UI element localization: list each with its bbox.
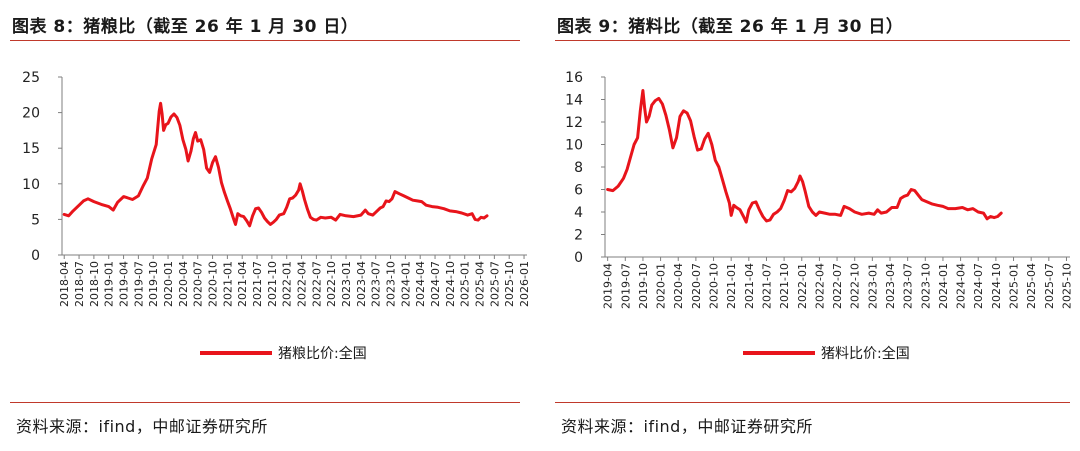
x-tick-label: 2022-01	[796, 263, 809, 309]
y-tick-label: 16	[565, 70, 583, 86]
series-line	[62, 101, 489, 228]
source-note-2: 资料来源：ifind，中邮证券研究所	[561, 417, 813, 436]
x-tick-label: 2023-07	[370, 261, 383, 307]
y-tick-label: 0	[31, 248, 40, 264]
x-tick-label: 2019-07	[132, 261, 145, 307]
x-tick-label: 2019-10	[147, 261, 160, 307]
x-tick-label: 2021-04	[743, 263, 756, 309]
chart-2: 0 2 4 6 8 10 12 14 16 2019-04 2019-07 2019-10 2020-0…	[565, 70, 1073, 309]
series-line	[606, 89, 1003, 224]
y-tick-label: 10	[565, 138, 583, 154]
x-tick-label: 2023-10	[385, 261, 398, 307]
legend-2: 猪料比价:全国	[743, 343, 910, 363]
x-tick-label: 2025-07	[488, 261, 501, 307]
chart-panel-1: 图表 8：猪粮比（截至 26 年 1 月 30 日） 0 5 10 15 20 25 201…	[0, 0, 530, 451]
x-tick-label: 2023-10	[919, 263, 932, 309]
x-tick-label: 2022-07	[831, 263, 844, 309]
x-tick-label: 2019-04	[118, 261, 131, 307]
x-tick-label: 2025-01	[459, 261, 472, 307]
x-tick-label: 2023-04	[884, 263, 897, 309]
x-tick-label: 2019-01	[103, 261, 116, 307]
x-tick-label: 2018-04	[58, 261, 71, 307]
x-tick-label: 2021-07	[760, 263, 773, 309]
x-tick-label: 2023-01	[866, 263, 879, 309]
x-tick-label: 2020-04	[177, 261, 190, 307]
x-tick-label: 2025-04	[474, 261, 487, 307]
x-tick-label: 2020-07	[690, 263, 703, 309]
x-tick-label: 2024-01	[937, 263, 950, 309]
x-tick-label: 2021-07	[251, 261, 264, 307]
y-tick-label: 15	[22, 141, 40, 157]
source-note-1: 资料来源：ifind，中邮证券研究所	[16, 417, 268, 436]
x-tick-label: 2021-10	[266, 261, 279, 307]
x-tick-label: 2018-10	[88, 261, 101, 307]
y-tick-label: 20	[22, 106, 40, 122]
x-tick-label: 2020-01	[162, 261, 175, 307]
footer-2: 资料来源：ifind，中邮证券研究所	[555, 402, 1070, 436]
title-bar-2: 图表 9：猪料比（截至 26 年 1 月 30 日）	[555, 4, 1070, 41]
y-tick-label: 5	[31, 212, 40, 228]
y-tick-label: 14	[565, 93, 583, 109]
x-tick-label: 2025-07	[1043, 263, 1056, 309]
x-tick-label: 2022-10	[325, 261, 338, 307]
y-tick-label: 10	[22, 177, 40, 193]
chart-panel-2: 图表 9：猪料比（截至 26 年 1 月 30 日） 0 2 4 6 8 10 12 14 16…	[545, 0, 1080, 451]
y-tick-label: 8	[574, 160, 583, 176]
x-tick-label: 2021-10	[778, 263, 791, 309]
x-tick-label: 2019-04	[602, 263, 615, 309]
chart-title-2: 图表 9：猪料比（截至 26 年 1 月 30 日）	[557, 17, 904, 37]
title-bar-1: 图表 8：猪粮比（截至 26 年 1 月 30 日）	[10, 4, 520, 41]
x-tick-label: 2024-04	[414, 261, 427, 307]
x-tick-label: 2020-10	[708, 263, 721, 309]
x-tick-label: 2022-10	[849, 263, 862, 309]
chart-title-1: 图表 8：猪粮比（截至 26 年 1 月 30 日）	[12, 17, 359, 37]
x-tick-label: 2025-10	[503, 261, 516, 307]
x-tick-label: 2020-04	[672, 263, 685, 309]
x-tick-label: 2025-01	[1008, 263, 1021, 309]
x-tick-label: 2022-01	[281, 261, 294, 307]
x-tick-label: 2022-07	[310, 261, 323, 307]
x-tick-label: 2018-07	[73, 261, 86, 307]
x-tick-label: 2026-01	[518, 261, 530, 307]
x-tick-label: 2021-04	[236, 261, 249, 307]
legend-swatch-1	[200, 351, 272, 355]
x-tick-label: 2019-10	[637, 263, 650, 309]
x-tick-label: 2023-04	[355, 261, 368, 307]
x-tick-label: 2025-10	[1060, 263, 1073, 309]
y-tick-label: 12	[565, 115, 583, 131]
y-tick-label: 25	[22, 70, 40, 86]
y-tick-label: 4	[574, 205, 583, 221]
legend-swatch-2	[743, 351, 815, 355]
x-tick-label: 2024-04	[955, 263, 968, 309]
x-tick-label: 2023-01	[340, 261, 353, 307]
legend-1: 猪粮比价:全国	[200, 343, 367, 363]
x-tick-label: 2020-10	[207, 261, 220, 307]
footer-1: 资料来源：ifind，中邮证券研究所	[10, 402, 520, 436]
x-tick-label: 2020-01	[655, 263, 668, 309]
x-tick-label: 2022-04	[813, 263, 826, 309]
y-tick-label: 2	[574, 228, 583, 244]
legend-label-2: 猪料比价:全国	[821, 346, 910, 362]
x-tick-label: 2024-07	[429, 261, 442, 307]
x-tick-label: 2019-07	[619, 263, 632, 309]
legend-label-1: 猪粮比价:全国	[278, 346, 367, 362]
x-tick-label: 2021-01	[221, 261, 234, 307]
x-tick-label: 2020-07	[192, 261, 205, 307]
y-tick-label: 0	[574, 250, 583, 266]
y-tick-label: 6	[574, 183, 583, 199]
x-tick-label: 2023-07	[902, 263, 915, 309]
x-tick-label: 2024-10	[444, 261, 457, 307]
x-tick-label: 2024-01	[399, 261, 412, 307]
x-tick-label: 2025-04	[1025, 263, 1038, 309]
x-tick-label: 2024-07	[972, 263, 985, 309]
x-tick-label: 2024-10	[990, 263, 1003, 309]
x-tick-label: 2022-04	[296, 261, 309, 307]
x-tick-label: 2021-01	[725, 263, 738, 309]
